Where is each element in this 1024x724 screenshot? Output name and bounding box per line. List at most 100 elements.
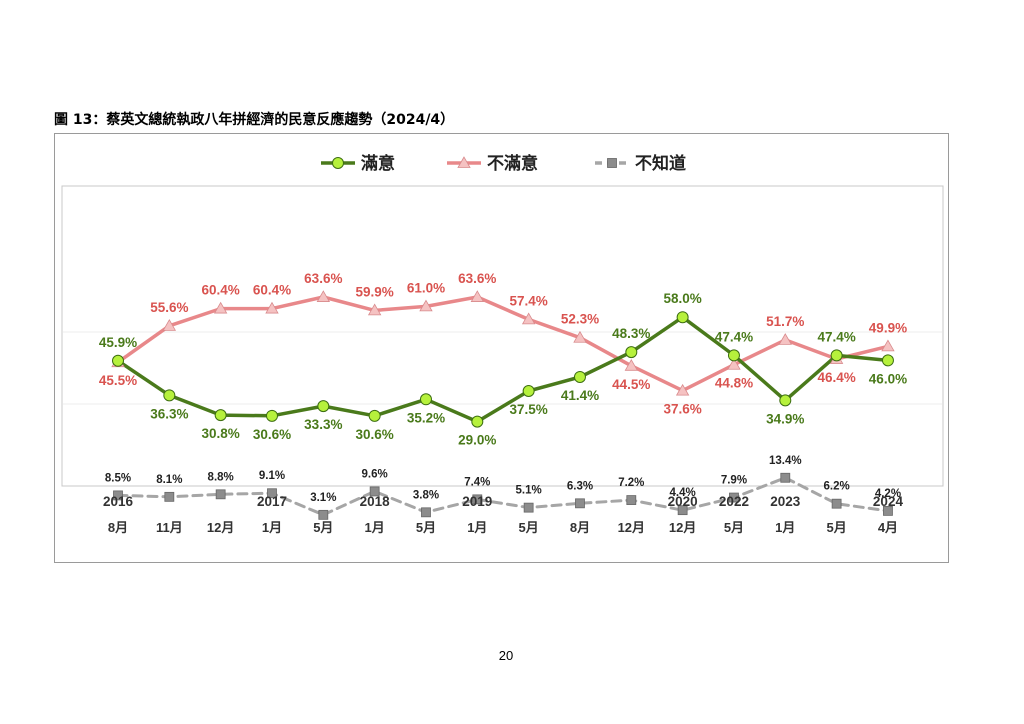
dissatisfied-point-15 [881,339,895,352]
dissatisfied-label-8: 57.4% [509,293,547,308]
dissatisfied-point-1 [162,319,177,331]
dissatisfied-point-8 [521,312,536,325]
x-tick-month-11: 12月 [669,520,696,535]
satisfied-point-8 [522,385,535,397]
x-tick-year-0: 2016 [103,494,134,509]
legend-label-satisfied: 滿意 [361,153,395,173]
dissatisfied-point-2 [213,301,228,314]
dissatisfied-point-7 [470,290,484,302]
figure-title: 圖 13：蔡英文總統執政八年拼經濟的民意反應趨勢（2024/4） [54,112,455,128]
x-tick-month-9: 8月 [570,520,590,535]
satisfied-line [116,315,890,424]
unknown-label-6: 3.8% [413,489,439,501]
unknown-point-5 [369,486,380,497]
legend-marker-satisfied [332,157,344,169]
x-tick-year-11: 2020 [668,494,698,509]
x-tick-month-15: 4月 [878,520,898,535]
satisfied-point-12 [727,349,740,362]
unknown-point-3 [267,488,277,499]
satisfied-label-6: 35.2% [407,410,445,425]
dissatisfied-point-12 [727,357,741,370]
unknown-point-0 [113,490,123,501]
unknown-line [116,476,890,517]
x-tick-year-5: 2018 [360,494,391,509]
unknown-label-8: 5.1% [516,485,542,497]
satisfied-label-0: 45.9% [99,335,137,350]
x-tick-month-7: 1月 [467,520,487,535]
dissatisfied-label-14: 46.4% [817,370,855,385]
legend-label-unknown: 不知道 [635,153,686,173]
x-tick-month-12: 5月 [724,520,744,535]
x-tick-month-3: 1月 [262,520,282,535]
dissatisfied-label-3: 60.4% [253,283,291,298]
unknown-label-13: 13.4% [769,455,802,467]
unknown-point-10 [626,495,637,505]
dissatisfied-point-6 [419,299,433,312]
dissatisfied-label-15: 49.9% [869,320,907,335]
satisfied-label-11: 58.0% [663,291,701,306]
unknown-label-3: 9.1% [259,470,285,482]
x-tick-year-12: 2022 [719,494,749,509]
dissatisfied-point-11 [675,383,690,396]
satisfied-point-14 [830,349,843,362]
satisfied-label-2: 30.8% [202,426,240,441]
dissatisfied-label-4: 63.6% [304,271,342,286]
series-markers [111,290,895,520]
legend-marker-unknown [607,158,617,168]
unknown-label-11: 4.4% [670,487,696,499]
satisfied-label-1: 36.3% [150,406,188,421]
dissatisfied-point-4 [316,290,331,302]
unknown-point-2 [215,489,226,500]
guide-lines [63,331,942,405]
unknown-label-7: 7.4% [464,476,490,488]
data-labels: 45.9% 36.3% 30.8% 30.6% 33.3% 30.6% 35.2% 29.0%… [99,271,907,504]
dissatisfied-label-2: 60.4% [202,283,240,298]
x-tick-month-2: 12月 [207,520,234,535]
satisfied-point-7 [471,415,484,428]
dissatisfied-point-13 [778,333,792,345]
satisfied-label-15: 46.0% [869,371,907,386]
unknown-label-9: 6.3% [567,480,593,492]
unknown-point-7 [472,494,483,505]
satisfied-point-6 [419,393,432,406]
unknown-point-12 [729,492,739,503]
unknown-label-12: 7.9% [721,475,747,487]
unknown-point-1 [164,491,175,502]
unknown-label-0: 8.5% [105,472,131,484]
x-tick-month-4: 5月 [313,520,333,535]
satisfied-point-2 [214,409,227,422]
x-tick-month-13: 1月 [775,520,795,535]
x-tick-month-0: 8月 [108,520,128,535]
satisfied-label-5: 30.6% [356,427,394,442]
dissatisfied-label-1: 55.6% [150,300,188,315]
x-tick-month-10: 12月 [618,520,645,535]
x-tick-month-6: 5月 [416,520,436,535]
dissatisfied-label-7: 63.6% [458,271,496,286]
satisfied-point-11 [676,311,689,324]
chart-frame: 滿意 不滿意 不知道 45.9% 36.3% 30.8% 30.6% 33.3% 30.6% 3… [54,133,949,563]
unknown-point-8 [523,502,534,513]
satisfied-label-10: 48.3% [612,326,650,341]
plot-area [61,185,944,487]
dissatisfied-label-11: 37.6% [663,402,701,417]
unknown-point-6 [421,507,431,518]
x-tick-year-13: 2023 [770,494,801,509]
unknown-label-1: 8.1% [156,474,182,486]
unknown-point-11 [677,505,688,516]
satisfied-point-1 [163,389,176,402]
satisfied-point-10 [625,346,638,359]
dissatisfied-point-3 [265,301,279,314]
legend: 滿意 不滿意 不知道 [321,153,686,173]
unknown-point-4 [318,509,329,520]
unknown-label-2: 8.8% [208,471,234,483]
satisfied-label-13: 34.9% [766,411,804,426]
x-tick-month-8: 5月 [519,520,539,535]
x-tick-year-7: 2019 [462,494,492,509]
dissatisfied-label-9: 52.3% [561,312,599,327]
x-tick-month-1: 11月 [156,520,183,535]
legend-marker-dissatisfied [457,156,471,168]
legend-label-dissatisfied: 不滿意 [487,153,538,173]
x-tick-month-5: 1月 [365,520,385,535]
satisfied-point-0 [112,354,124,367]
unknown-point-14 [831,498,842,509]
